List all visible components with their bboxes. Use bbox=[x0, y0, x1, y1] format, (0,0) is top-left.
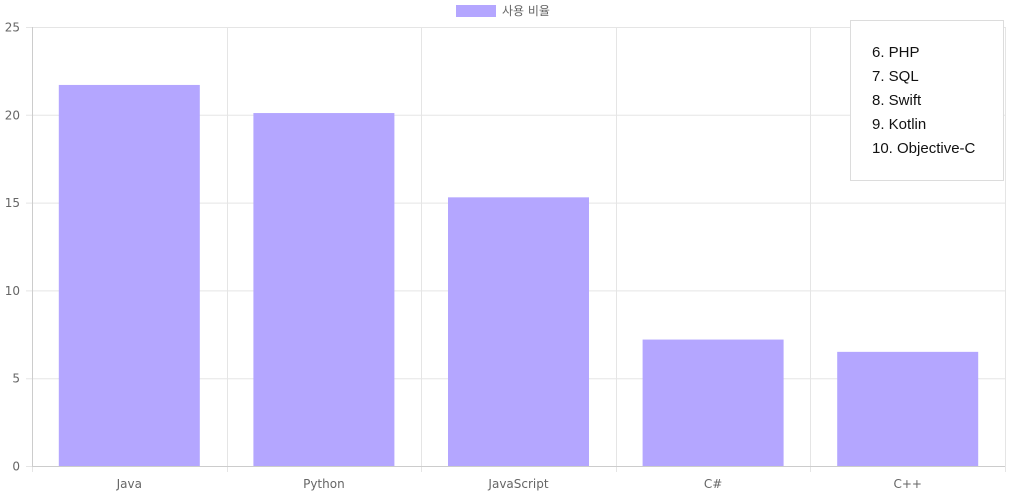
bar-python[interactable] bbox=[253, 113, 395, 466]
bar-java[interactable] bbox=[58, 84, 200, 466]
y-tick-label-10: 10 bbox=[5, 284, 20, 298]
y-tick-label-20: 20 bbox=[5, 108, 20, 122]
y-tick-label-25: 25 bbox=[5, 21, 20, 35]
ranking-note-box: 6. PHP 7. SQL 8. Swift 9. Kotlin 10. Obj… bbox=[850, 20, 1004, 181]
y-tick-label-5: 5 bbox=[12, 372, 20, 386]
ranking-list: 6. PHP 7. SQL 8. Swift 9. Kotlin 10. Obj… bbox=[872, 41, 1003, 161]
ranking-item-6: 6. PHP bbox=[872, 44, 920, 61]
x-tick-label-0: Java bbox=[116, 477, 142, 491]
bar-c[interactable] bbox=[837, 351, 979, 466]
y-tick-label-15: 15 bbox=[5, 196, 20, 210]
ranking-item-8: 8. Swift bbox=[872, 92, 922, 109]
ranking-item-9: 9. Kotlin bbox=[872, 116, 927, 133]
ranking-item-10: 10. Objective-C bbox=[872, 140, 976, 157]
x-tick-label-1: Python bbox=[303, 477, 345, 491]
y-tick-label-0: 0 bbox=[12, 460, 20, 474]
legend-label: 사용 비율 bbox=[502, 4, 550, 18]
bar-javascript[interactable] bbox=[448, 197, 589, 466]
ranking-item-7: 7. SQL bbox=[872, 68, 919, 85]
legend[interactable]: 사용 비율 bbox=[456, 2, 550, 19]
legend-swatch bbox=[456, 4, 496, 17]
x-tick-label-2: JavaScript bbox=[487, 477, 548, 491]
x-tick-label-4: C++ bbox=[893, 477, 922, 491]
x-tick-label-3: C# bbox=[704, 477, 722, 491]
bar-c[interactable] bbox=[642, 339, 784, 466]
